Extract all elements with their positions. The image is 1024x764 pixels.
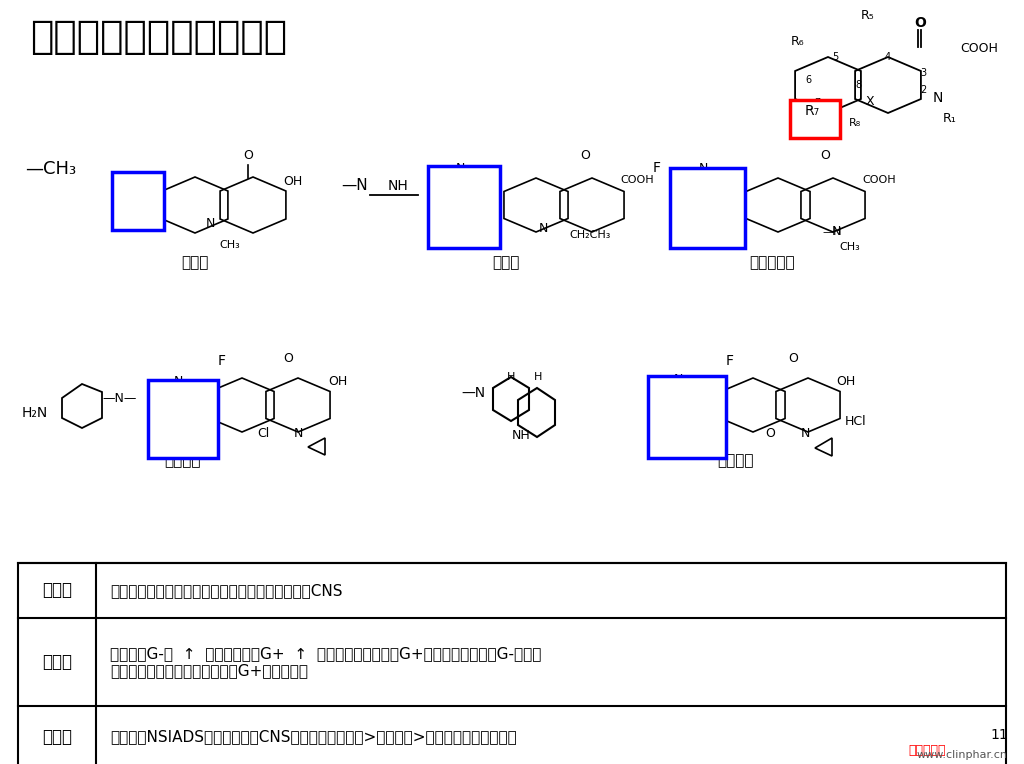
Text: 吡哌酸: 吡哌酸 [493,255,520,270]
Text: 克林沙星: 克林沙星 [164,453,201,468]
Text: 6: 6 [805,75,811,85]
Text: CH₃: CH₃ [219,240,241,250]
Text: O: O [914,16,926,30]
Text: R₁: R₁ [943,112,956,125]
Text: OH: OH [283,175,302,188]
Text: 喹诺酮类抗菌药构效关系: 喹诺酮类抗菌药构效关系 [30,18,287,56]
Text: O: O [765,427,775,440]
Text: CH₂CH₃: CH₂CH₃ [569,230,610,240]
Text: 临床药师网: 临床药师网 [908,744,945,757]
Text: H: H [534,372,542,382]
Text: CH₃: CH₃ [840,242,860,252]
Text: 萘啶酸: 萘啶酸 [181,255,209,270]
Text: R₇: R₇ [805,104,820,118]
Bar [18,563,1006,764]
Text: N: N [173,375,182,388]
Bar [428,166,500,248]
Text: OH: OH [328,375,347,388]
Text: 莫西沙星: 莫西沙星 [717,453,754,468]
Text: 安全性: 安全性 [42,728,72,746]
Text: NH: NH [388,179,409,193]
Text: N: N [293,427,303,440]
Text: NH: NH [512,429,530,442]
Text: N: N [206,217,215,230]
Text: N: N [674,373,683,386]
Text: OH: OH [836,375,855,388]
Text: www.clinphar.cn: www.clinphar.cn [918,750,1008,760]
Text: O: O [243,149,253,162]
Bar [112,172,164,230]
Text: N: N [698,162,708,175]
Text: O: O [283,352,293,365]
Text: 11: 11 [990,728,1008,742]
Text: N: N [801,427,810,440]
Text: COOH: COOH [620,175,653,185]
Text: X: X [865,95,874,108]
Text: 7: 7 [814,98,820,108]
Text: COOH: COOH [961,42,997,55]
Text: N: N [933,91,943,105]
Text: N: N [456,162,465,175]
Text: H: H [507,372,515,382]
Text: 药效学: 药效学 [42,653,72,671]
Text: —H: —H [822,227,842,237]
Text: F: F [653,161,662,175]
Text: O: O [788,352,798,365]
Text: 3: 3 [920,68,926,78]
Text: O: O [820,149,829,162]
Text: 药代学: 药代学 [42,581,72,600]
Text: H₂N: H₂N [22,406,48,420]
Text: H₃C: H₃C [685,232,706,242]
Bar [148,380,218,458]
Text: H₂N: H₂N [156,432,180,445]
Text: —N—: —N— [102,392,136,405]
Text: R₅: R₅ [861,9,874,22]
Text: —CH₃: —CH₃ [25,160,76,178]
Bar [790,100,840,138]
Text: —N: —N [461,386,485,400]
Text: COOH: COOH [862,175,896,185]
Text: HCl: HCl [845,415,866,428]
Text: HN: HN [435,227,455,240]
Text: 8: 8 [855,80,861,90]
Text: NH: NH [655,433,675,446]
Text: F: F [218,354,226,368]
Text: 5: 5 [831,52,838,62]
Text: 2: 2 [920,85,926,95]
Text: R₆: R₆ [792,35,805,48]
Text: N: N [831,225,841,238]
Text: F: F [726,354,734,368]
Bar [648,376,726,458]
Text: 4: 4 [885,52,891,62]
Text: 左氧氟沙星: 左氧氟沙星 [750,255,795,270]
Text: H₃C: H₃C [118,194,141,207]
Text: —N: —N [341,178,368,193]
Text: 取代基体积增大可延长药物半衰期，同时较易进入CNS: 取代基体积增大可延长药物半衰期，同时较易进入CNS [110,583,342,598]
Text: R₈: R₈ [849,118,861,128]
Text: 与茶碱、NSIADS的相互作用及CNS兴奋作用：哌嗪环>氨基吡咯>取代的哌嗪环及氨基吡: 与茶碱、NSIADS的相互作用及CNS兴奋作用：哌嗪环>氨基吡咯>取代的哌嗪环及… [110,730,517,744]
Text: O: O [580,149,590,162]
Text: N: N [539,222,548,235]
Bar [670,168,745,248]
Text: Cl: Cl [257,427,269,440]
Text: 哌嗪环抗G-菌  ↑  ；氨基吡咯抗G+  ↑  ；含氮杂环加强了对G+菌的抗菌作用，对G-菌作用
有所降低；同时烷基取代可使抗G+的效果增强: 哌嗪环抗G-菌 ↑ ；氨基吡咯抗G+ ↑ ；含氮杂环加强了对G+菌的抗菌作用，对… [110,646,542,678]
